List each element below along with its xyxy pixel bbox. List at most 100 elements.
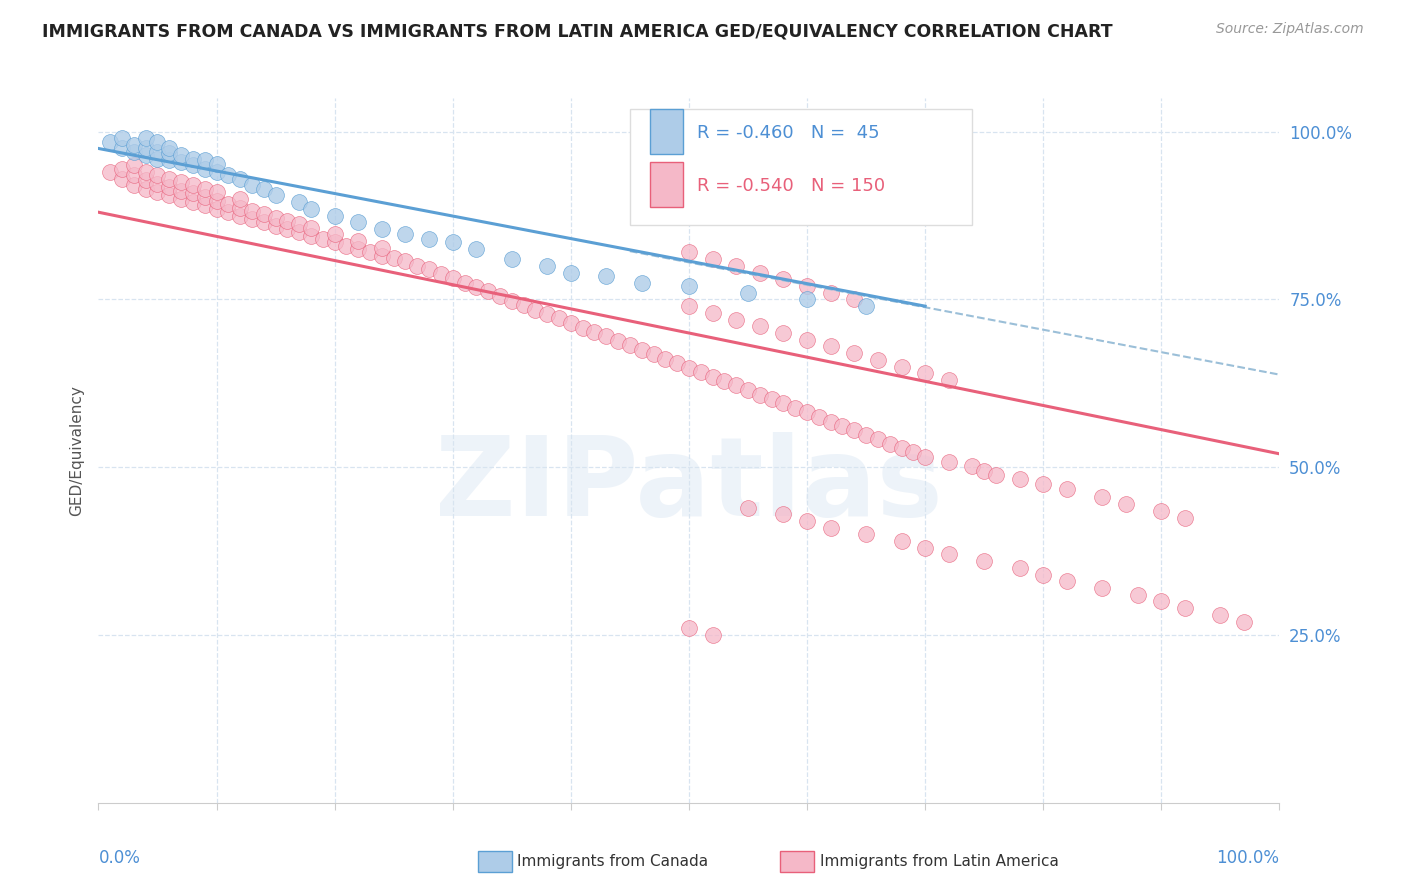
Point — [323, 235, 346, 250]
Point — [382, 251, 405, 265]
Point — [702, 252, 724, 267]
Point — [253, 215, 276, 229]
Point — [299, 202, 322, 216]
Point — [253, 182, 276, 196]
Point — [465, 242, 488, 256]
Point — [866, 352, 889, 367]
Point — [772, 326, 794, 340]
Point — [938, 455, 960, 469]
Point — [560, 266, 582, 280]
Point — [194, 153, 217, 167]
Point — [914, 450, 936, 465]
Point — [111, 131, 134, 145]
Point — [1115, 497, 1137, 511]
Point — [347, 242, 370, 256]
Point — [973, 554, 995, 568]
Point — [962, 458, 984, 473]
Point — [264, 188, 287, 202]
Point — [181, 195, 204, 210]
Point — [146, 145, 169, 159]
Point — [844, 293, 866, 307]
Point — [678, 279, 700, 293]
Point — [170, 184, 193, 198]
Point — [323, 227, 346, 242]
Point — [418, 232, 440, 246]
Point — [194, 161, 217, 176]
Point — [146, 152, 169, 166]
Text: Immigrants from Canada: Immigrants from Canada — [517, 855, 709, 869]
Point — [135, 173, 157, 187]
Point — [181, 186, 204, 201]
Point — [1032, 567, 1054, 582]
Point — [678, 245, 700, 260]
Point — [157, 153, 180, 167]
Point — [820, 521, 842, 535]
Point — [288, 225, 311, 239]
Point — [217, 197, 239, 211]
Point — [501, 293, 523, 308]
Point — [157, 188, 180, 202]
Point — [678, 621, 700, 635]
Point — [299, 228, 322, 243]
Point — [571, 320, 593, 334]
Point — [702, 628, 724, 642]
Point — [748, 319, 770, 334]
Point — [170, 148, 193, 162]
Point — [702, 306, 724, 320]
Point — [855, 527, 877, 541]
Point — [170, 175, 193, 189]
Point — [205, 185, 228, 199]
Point — [240, 203, 263, 218]
Point — [630, 343, 652, 357]
Point — [973, 464, 995, 478]
Point — [135, 148, 157, 162]
Point — [666, 356, 689, 370]
Point — [170, 154, 193, 169]
Point — [772, 396, 794, 410]
Point — [643, 347, 665, 361]
Text: R = -0.540   N = 150: R = -0.540 N = 150 — [697, 178, 886, 195]
Point — [748, 388, 770, 402]
Point — [820, 415, 842, 429]
Point — [194, 182, 217, 196]
Point — [678, 360, 700, 375]
Point — [595, 329, 617, 343]
Point — [299, 220, 322, 235]
Point — [748, 266, 770, 280]
Point — [914, 541, 936, 555]
Point — [855, 428, 877, 442]
Point — [1209, 607, 1232, 622]
Point — [430, 267, 453, 281]
Point — [1091, 581, 1114, 595]
Point — [725, 259, 748, 273]
Point — [135, 182, 157, 196]
Point — [194, 198, 217, 212]
Point — [240, 178, 263, 193]
Point — [418, 262, 440, 277]
Point — [229, 201, 252, 215]
Point — [135, 165, 157, 179]
Point — [264, 211, 287, 225]
Point — [938, 548, 960, 562]
Point — [1233, 615, 1256, 629]
Point — [441, 235, 464, 250]
Point — [654, 351, 676, 366]
Point — [122, 169, 145, 183]
Text: ZIPatlas: ZIPatlas — [434, 433, 943, 539]
Point — [678, 299, 700, 313]
Point — [288, 195, 311, 210]
Point — [702, 369, 724, 384]
Point — [1032, 477, 1054, 491]
Point — [831, 418, 853, 433]
Point — [796, 293, 818, 307]
Point — [111, 171, 134, 186]
Point — [725, 312, 748, 326]
Point — [229, 209, 252, 223]
Point — [229, 171, 252, 186]
Point — [772, 507, 794, 521]
Text: IMMIGRANTS FROM CANADA VS IMMIGRANTS FROM LATIN AMERICA GED/EQUIVALENCY CORRELAT: IMMIGRANTS FROM CANADA VS IMMIGRANTS FRO… — [42, 22, 1112, 40]
Point — [560, 316, 582, 330]
Point — [737, 500, 759, 515]
Point — [879, 436, 901, 450]
Point — [205, 165, 228, 179]
